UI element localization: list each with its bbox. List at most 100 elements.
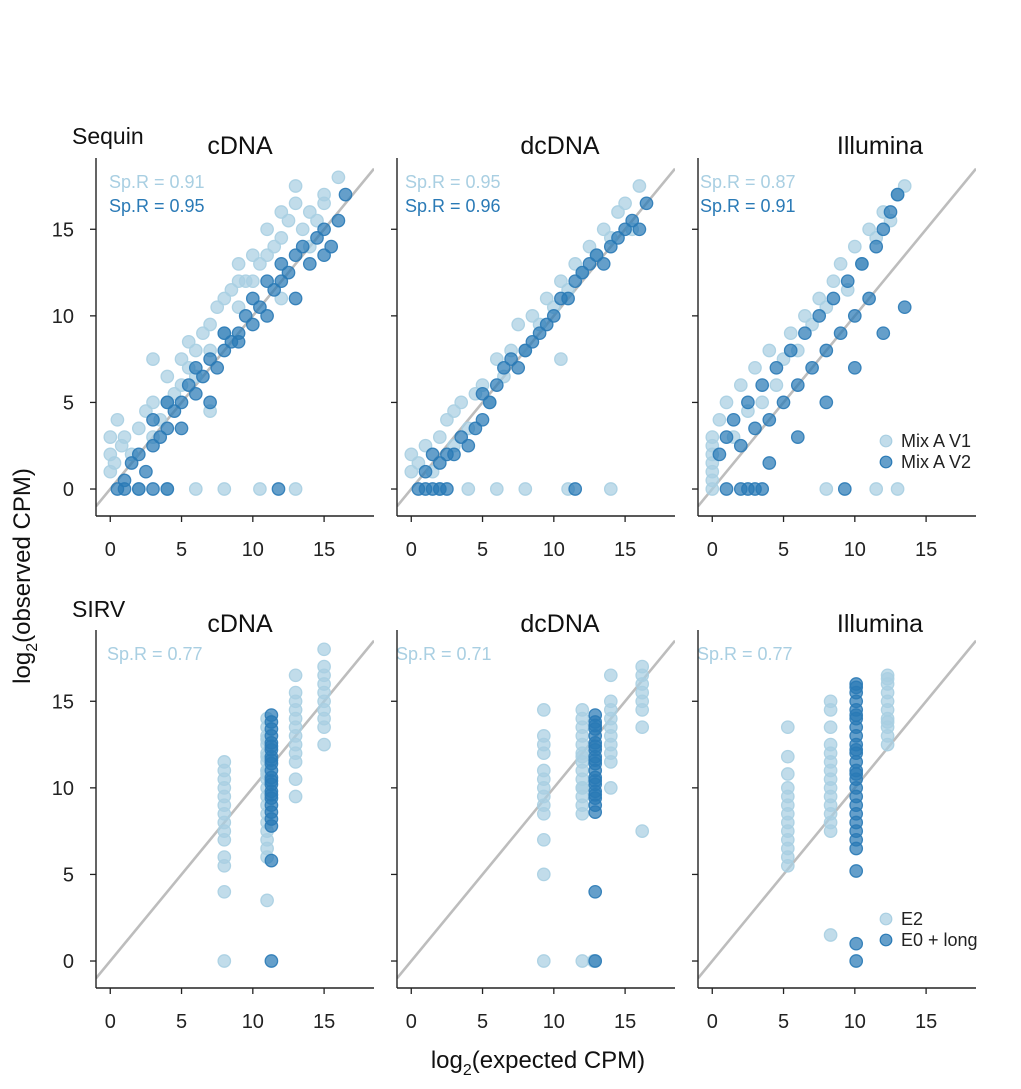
point-mix-a-v2 [281,265,296,280]
point-mix-a-v2 [755,378,770,392]
point-mix-a-v2 [748,421,762,436]
point-mix-a-v2 [840,274,855,289]
point-mix-a-v1 [267,239,282,254]
point-e2 [536,806,551,821]
point-mix-a-v1 [274,231,289,245]
point-e2 [603,668,618,683]
x-tick-label: 5 [778,539,789,561]
point-e2 [217,832,232,847]
point-e0-long [264,753,279,767]
point-mix-a-v2 [733,438,748,453]
point-e0-long [849,864,864,878]
x-axis-title-rest: (expected CPM) [472,1047,645,1074]
legend-label-e2: E2 [901,909,923,929]
point-e2 [603,781,618,795]
point-e0-long [588,884,603,899]
point-mix-a-v2 [146,482,160,496]
point-mix-a-v1 [107,456,122,470]
point-mix-a-v2 [317,248,331,263]
row-label-sirv: SIRV [72,596,126,622]
y-tick-label: 15 [52,219,74,241]
point-mix-a-v2 [131,482,146,496]
point-mix-a-v2 [762,412,777,427]
point-e2 [823,815,838,830]
point-mix-a-v1 [705,430,720,444]
point-mix-a-v1 [611,205,625,219]
point-mix-a-v1 [217,482,232,496]
y-tick-label: 10 [52,306,74,328]
point-e2 [317,720,331,735]
point-mix-a-v1 [518,482,533,496]
point-mix-a-v1 [181,334,196,349]
x-tick-label: 5 [176,539,187,561]
point-mix-a-v2 [181,378,196,392]
point-mix-a-v2 [295,239,310,254]
point-mix-a-v2 [869,239,884,254]
point-mix-a-v1 [748,360,762,375]
point-mix-a-v2 [546,309,561,323]
legend-marker-e2 [879,912,893,926]
point-mix-a-v2 [805,360,819,375]
point-mix-a-v2 [245,317,260,332]
point-mix-a-v2 [271,482,286,496]
point-mix-a-v1 [288,196,303,211]
point-mix-a-v1 [454,395,469,410]
point-mix-a-v1 [110,412,125,427]
point-e2 [536,954,551,968]
point-mix-a-v2 [338,187,353,202]
point-mix-a-v1 [826,274,841,289]
x-tick-label: 15 [614,539,636,561]
point-e0-long [849,742,864,757]
point-mix-a-v1 [869,482,884,496]
point-mix-a-v2 [819,343,834,358]
identity-line-sirv-cdna [96,639,374,980]
point-mix-a-v1 [196,326,210,341]
point-mix-a-v2 [532,326,547,341]
point-mix-a-v2 [596,257,611,271]
y-tick-label: 5 [63,392,74,414]
point-mix-a-v1 [231,257,246,271]
point-mix-a-v1 [489,482,504,496]
point-e0-long [588,718,603,733]
y-tick-label: 0 [63,951,74,973]
point-mix-a-v1 [554,274,568,289]
point-mix-a-v1 [440,412,454,427]
point-mix-a-v1 [274,205,289,219]
point-e0-long [849,767,864,781]
legend-marker-mix-a-v2 [879,455,893,469]
point-mix-a-v2 [876,326,891,341]
point-mix-a-v1 [847,239,862,254]
points-sirv-cdna [217,642,331,968]
point-mix-a-v2 [160,482,175,496]
points-sirv-illumina [780,668,895,968]
point-e2 [317,737,331,752]
point-e0-long [849,680,864,695]
y-axis-title-log: log [9,652,36,684]
point-e0-long [588,753,603,767]
point-mix-a-v2 [274,257,289,271]
point-e0-long [588,954,603,968]
point-mix-a-v2 [790,430,805,444]
point-mix-a-v2 [897,300,912,315]
point-mix-a-v2 [819,395,834,410]
point-mix-a-v1 [762,343,777,358]
point-e2 [780,858,795,873]
point-mix-a-v2 [855,257,869,271]
point-mix-a-v1 [245,248,260,263]
point-mix-a-v1 [447,404,461,418]
point-e2 [880,737,895,752]
y-tick-label: 10 [52,778,74,800]
point-mix-a-v1 [554,352,568,366]
x-tick-label: 15 [915,1011,937,1033]
point-mix-a-v2 [188,386,203,401]
point-mix-a-v1 [331,170,346,185]
point-mix-a-v2 [174,395,189,410]
point-mix-a-v1 [224,283,239,297]
point-mix-a-v1 [103,430,118,444]
point-mix-a-v2 [589,248,604,263]
x-tick-label: 10 [844,1011,866,1033]
panel-title-sequin-illumina: Illumina [837,132,923,160]
y-tick-label: 0 [63,479,74,501]
point-e0-long [264,787,279,802]
point-mix-a-v2 [518,343,533,358]
